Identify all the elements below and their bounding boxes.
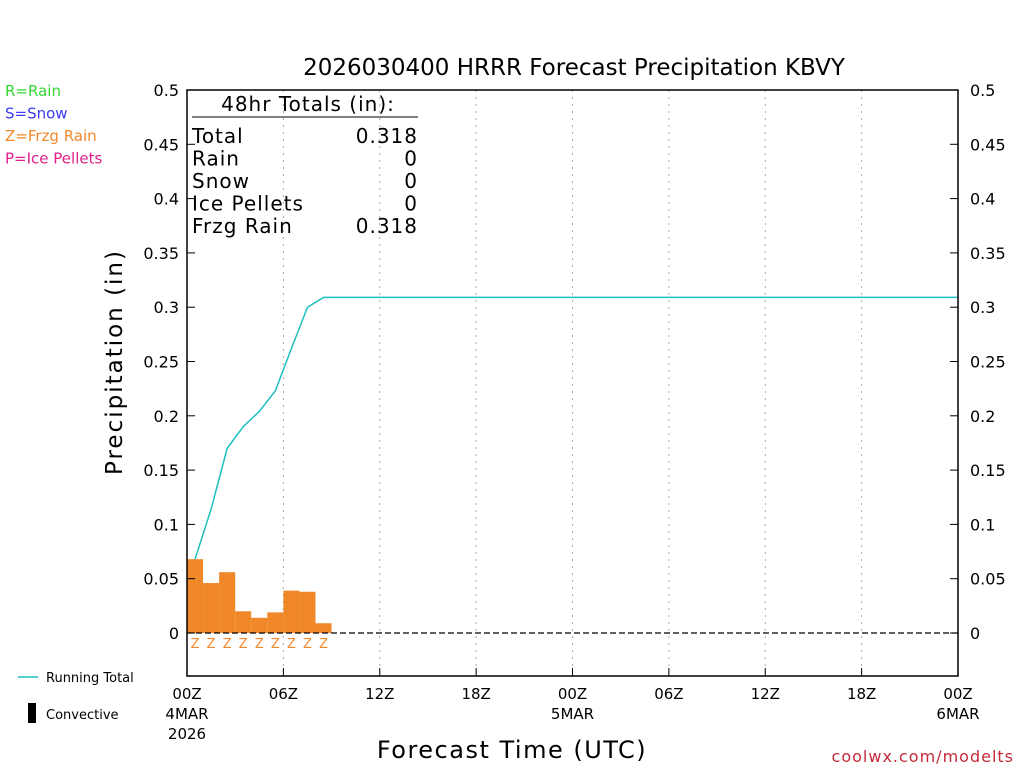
x-tick-label: 12Z	[751, 685, 780, 703]
frzg-rain-marker: Z	[287, 637, 296, 652]
type-key-item: Z=Frzg Rain	[5, 127, 97, 145]
x-tick-date: 5MAR	[551, 705, 594, 723]
y-tick-label-left: 0.05	[143, 570, 179, 589]
y-tick-label-right: 0.35	[970, 244, 1006, 263]
x-tick-label: 18Z	[461, 685, 490, 703]
y-tick-label-right: 0.15	[970, 461, 1006, 480]
y-tick-label-left: 0.1	[154, 515, 179, 534]
totals-row-value: 0.318	[356, 124, 418, 148]
frzg-rain-marker: Z	[223, 637, 232, 652]
frzg-rain-bar	[315, 623, 332, 633]
totals-row-label: Ice Pellets	[192, 192, 304, 216]
y-tick-label-left: 0.15	[143, 461, 179, 480]
frzg-rain-bar	[219, 572, 236, 633]
y-tick-label-right: 0.05	[970, 570, 1006, 589]
totals-row-value: 0	[404, 192, 418, 216]
y-tick-label-left: 0.2	[154, 407, 179, 426]
y-axis-right: 0 0.05 0.1 0.15 0.2 0.25 0.3 0.35 0.4 0.45 0.5	[950, 81, 1006, 643]
y-tick-label-right: 0.45	[970, 135, 1006, 154]
frzg-rain-marker: Z	[255, 637, 264, 652]
y-tick-label-right: 0.25	[970, 353, 1006, 372]
frzg-rain-marker: Z	[207, 637, 216, 652]
totals-row-value: 0	[404, 147, 418, 171]
y-tick-label-right: 0	[970, 624, 980, 643]
frzg-rain-marker: Z	[303, 637, 312, 652]
grid-lines	[282, 90, 863, 676]
frzg-rain-bar	[267, 612, 284, 633]
y-tick-label-right: 0.1	[970, 515, 995, 534]
frzg-rain-bar	[299, 591, 316, 633]
x-axis: 00Z 4MAR 2026 06Z 12Z 18Z 00Z 5MAR 06Z 12Z 18Z 00Z 6…	[165, 668, 980, 743]
y-tick-label-right: 0.2	[970, 407, 995, 426]
x-tick-label: 12Z	[365, 685, 394, 703]
frzg-rain-bar	[283, 590, 300, 633]
totals-row-label: Snow	[192, 169, 250, 193]
frzg-rain-bar	[251, 617, 268, 633]
convective-swatch	[28, 703, 36, 723]
x-tick-label: 00Z	[558, 685, 587, 703]
x-axis-label: Forecast Time (UTC)	[377, 736, 647, 764]
precip-type-key: R=Rain S=Snow Z=Frzg Rain P=Ice Pellets	[5, 82, 102, 168]
frzg-rain-bar	[187, 559, 204, 633]
y-tick-label-right: 0.4	[970, 190, 995, 209]
x-tick-label: 00Z	[172, 685, 201, 703]
frzg-rain-marker: Z	[319, 637, 328, 652]
x-tick-date: 4MAR	[165, 705, 208, 723]
line-legend: Running Total Convective	[18, 671, 134, 723]
credit-text: coolwx.com/modelts	[832, 747, 1014, 766]
convective-legend-label: Convective	[46, 708, 119, 723]
y-tick-label-left: 0.45	[143, 135, 179, 154]
type-key-item: P=Ice Pellets	[5, 150, 102, 168]
type-key-item: S=Snow	[5, 105, 68, 123]
totals-rows: Total 0.318 Rain 0 Snow 0 Ice Pellets 0 Frzg Rai…	[191, 124, 418, 238]
type-key-item: R=Rain	[5, 82, 61, 100]
running-total-line	[194, 296, 958, 560]
x-tick-year: 2026	[168, 725, 206, 743]
y-tick-label-left: 0.25	[143, 353, 179, 372]
y-axis-label: Precipitation (in)	[102, 249, 128, 475]
totals-row-label: Rain	[192, 147, 240, 171]
totals-row-value: 0.318	[356, 214, 418, 238]
totals-header: 48hr Totals (in):	[221, 92, 395, 116]
frzg-rain-bar	[203, 583, 220, 633]
x-tick-label: 00Z	[943, 685, 972, 703]
y-tick-label-left: 0	[169, 624, 179, 643]
x-tick-date: 6MAR	[936, 705, 979, 723]
y-tick-label-left: 0.35	[143, 244, 179, 263]
y-tick-label-left: 0.5	[154, 81, 179, 100]
frzg-rain-marker: Z	[239, 637, 248, 652]
frzg-rain-bar	[235, 611, 252, 633]
x-tick-label: 06Z	[269, 685, 298, 703]
y-tick-label-left: 0.3	[154, 298, 179, 317]
x-tick-label: 06Z	[654, 685, 683, 703]
frzg-rain-marker: Z	[191, 637, 200, 652]
totals-box: 48hr Totals (in): Total 0.318 Rain 0 Snow 0 Ic…	[191, 92, 418, 238]
x-tick-label: 18Z	[847, 685, 876, 703]
y-tick-label-right: 0.5	[970, 81, 995, 100]
y-tick-label-left: 0.4	[154, 190, 179, 209]
totals-row-label: Total	[191, 124, 244, 148]
frzg-rain-marker: Z	[271, 637, 280, 652]
y-tick-label-right: 0.3	[970, 298, 995, 317]
totals-row-value: 0	[404, 169, 418, 193]
totals-row-label: Frzg Rain	[192, 214, 293, 238]
chart-title: 2026030400 HRRR Forecast Precipitation K…	[303, 55, 846, 81]
frzg-rain-bars	[187, 559, 332, 633]
running-total-legend-label: Running Total	[46, 671, 134, 686]
y-axis-left: 0 0.05 0.1 0.15 0.2 0.25 0.3 0.35 0.4 0.45 0.5	[143, 81, 195, 643]
